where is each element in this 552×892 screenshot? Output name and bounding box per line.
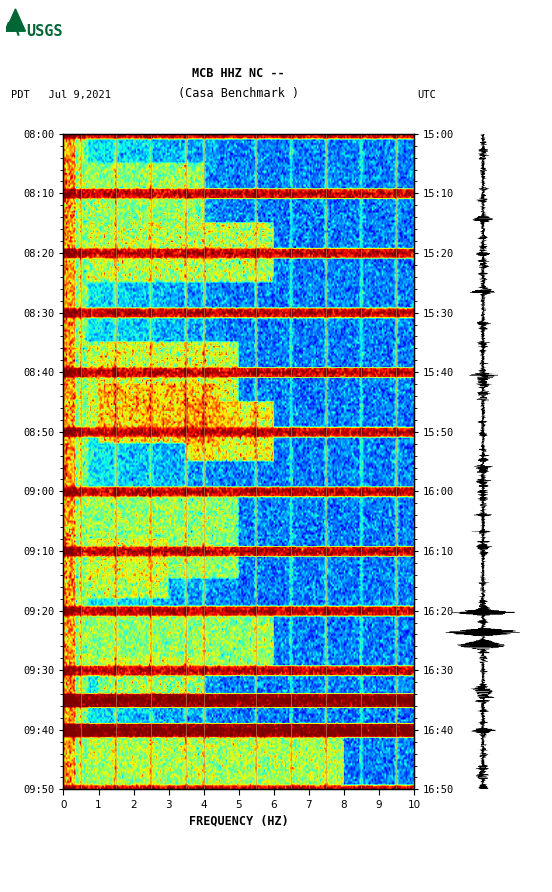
Text: PDT   Jul 9,2021: PDT Jul 9,2021 (11, 90, 111, 100)
Text: (Casa Benchmark ): (Casa Benchmark ) (178, 87, 299, 100)
Text: UTC: UTC (417, 90, 436, 100)
Text: MCB HHZ NC --: MCB HHZ NC -- (193, 67, 285, 80)
Polygon shape (6, 9, 25, 31)
X-axis label: FREQUENCY (HZ): FREQUENCY (HZ) (189, 814, 289, 827)
Text: USGS: USGS (26, 24, 63, 38)
